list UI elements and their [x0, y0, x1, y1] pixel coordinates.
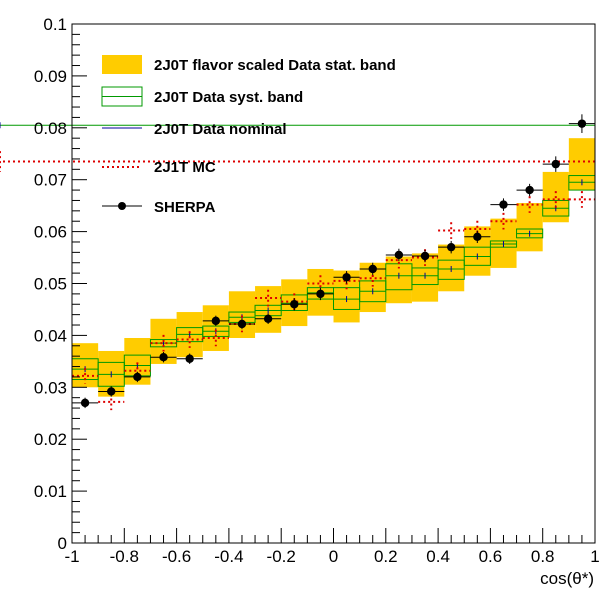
- sherpa-point: [394, 250, 404, 260]
- stat-band-box: [516, 203, 543, 252]
- x-tick-label: 1: [590, 547, 599, 566]
- x-tick-label: -0.6: [162, 547, 191, 566]
- y-tick-label: 0.06: [34, 223, 67, 242]
- stat-band-box: [385, 256, 412, 304]
- sherpa-point: [446, 242, 456, 252]
- syst-band-box: [437, 259, 465, 280]
- y-tick-label: 0.01: [34, 482, 67, 501]
- x-tick-label: 0: [329, 547, 338, 566]
- axes: 0 0.01 0.02 0.03 0.04 0.05 0.06 0.07 0.08 0.09 0.1…: [34, 15, 600, 566]
- sherpa-point: [80, 398, 90, 408]
- y-tick-label: 0.04: [34, 326, 67, 345]
- legend-swatch-sherpa-marker: [118, 202, 126, 210]
- sherpa-point: [551, 159, 560, 169]
- sherpa-point: [368, 264, 377, 274]
- x-tick-label: -0.8: [110, 547, 139, 566]
- legend: 2J0T flavor scaled Data stat. band 2J0T …: [101, 55, 396, 216]
- sherpa-point: [159, 352, 168, 362]
- x-tick-label: -0.2: [267, 547, 296, 566]
- legend-label-sherpa: SHERPA: [154, 199, 216, 216]
- y-tick-label: 0.1: [43, 15, 67, 34]
- sherpa-point: [237, 319, 247, 329]
- sherpa-point: [525, 185, 534, 195]
- legend-swatch-stat-band: [102, 55, 142, 74]
- y-tick-label: 0.08: [34, 119, 67, 138]
- x-tick-label: 0.6: [479, 547, 503, 566]
- sherpa-point: [473, 232, 482, 241]
- legend-label-syst-band: 2J0T Data syst. band: [154, 89, 303, 106]
- sherpa-point: [133, 372, 142, 382]
- sherpa-point: [185, 354, 194, 363]
- legend-label-mc: 2J1T MC: [154, 159, 216, 176]
- y-tick-label: 0: [58, 534, 67, 553]
- x-tick-label: 0.8: [531, 547, 555, 566]
- plot-area: [0, 114, 596, 411]
- x-tick-label: -1: [64, 547, 79, 566]
- y-tick-label: 0.07: [34, 171, 67, 190]
- y-tick-label: 0.03: [34, 378, 67, 397]
- legend-label-stat-band: 2J0T flavor scaled Data stat. band: [154, 57, 396, 74]
- sherpa-point: [107, 387, 116, 396]
- sherpa-point: [263, 314, 273, 323]
- y-tick-label: 0.02: [34, 430, 67, 449]
- sherpa-point: [211, 316, 221, 326]
- x-tick-label: 0.2: [374, 547, 398, 566]
- sherpa-point: [316, 289, 325, 299]
- x-tick-label: 0.4: [426, 547, 450, 566]
- y-tick-label: 0.05: [34, 275, 67, 294]
- sherpa-point: [499, 200, 508, 209]
- sherpa-point: [420, 251, 430, 261]
- x-axis-title: cos(θ*): [540, 569, 594, 588]
- sherpa-point: [577, 119, 587, 128]
- sherpa-point: [290, 300, 299, 309]
- sherpa-point: [342, 273, 351, 282]
- y-tick-label: 0.09: [34, 67, 67, 86]
- legend-label-nominal: 2J0T Data nominal: [154, 121, 287, 138]
- x-tick-label: -0.4: [214, 547, 243, 566]
- stat-band-box: [202, 305, 229, 351]
- stat-band-box: [72, 343, 99, 388]
